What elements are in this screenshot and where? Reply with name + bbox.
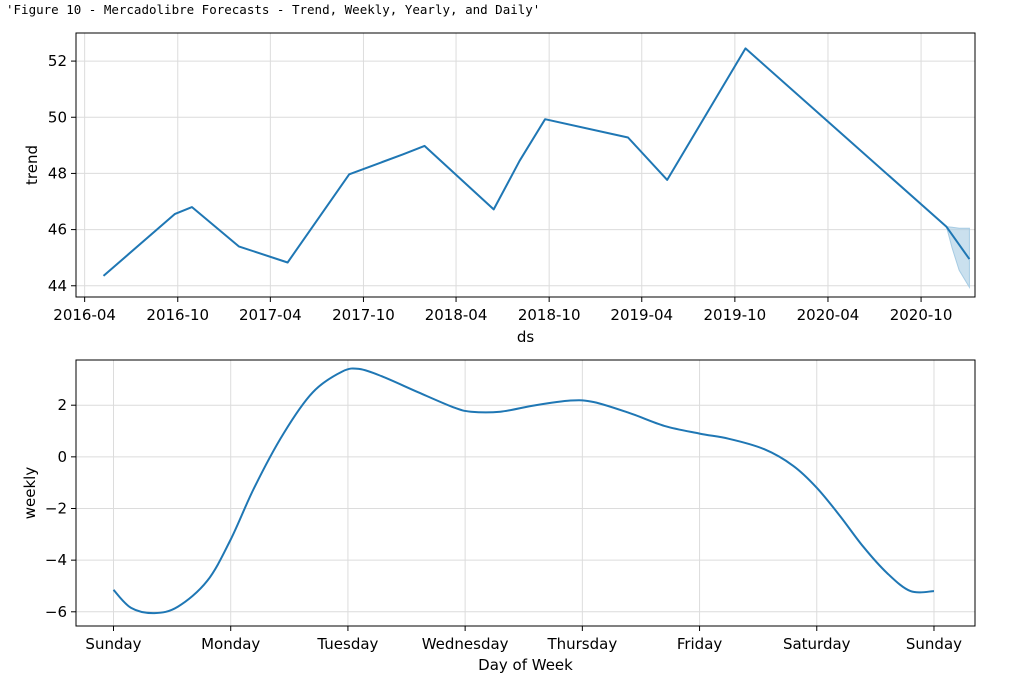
weekly-y-tick-label: 0 — [57, 448, 67, 466]
weekly-x-tick-label: Wednesday — [422, 635, 509, 653]
trend-x-tick-label: 2016-04 — [53, 306, 116, 324]
trend-uncertainty-band — [945, 226, 970, 289]
weekly-y-tick-label: −6 — [45, 603, 67, 621]
trend-y-tick-label: 44 — [48, 277, 67, 295]
weekly-x-axis-label: Day of Week — [478, 656, 573, 674]
weekly-y-tick-label: 2 — [57, 396, 67, 414]
weekly-chart: Sunday Monday Tuesday Wednesday Thursday Frid… — [21, 359, 976, 674]
trend-y-tick-label: 50 — [48, 108, 67, 126]
weekly-x-tick-label: Tuesday — [316, 635, 378, 653]
trend-x-tick-label: 2018-10 — [518, 306, 581, 324]
weekly-y-ticks: −6 −4 −2 0 2 — [45, 396, 76, 621]
trend-x-tick-label: 2019-10 — [704, 306, 767, 324]
trend-x-axis-label: ds — [517, 328, 535, 346]
weekly-x-tick-label: Thursday — [546, 635, 617, 653]
trend-y-tick-label: 52 — [48, 52, 67, 70]
weekly-x-tick-label: Sunday — [906, 635, 962, 653]
trend-x-tick-label: 2017-10 — [332, 306, 395, 324]
trend-y-tick-label: 46 — [48, 221, 67, 239]
weekly-x-tick-label: Monday — [201, 635, 260, 653]
trend-x-tick-label: 2019-04 — [610, 306, 673, 324]
trend-x-ticks: 2016-04 2016-10 2017-04 2017-10 2018-04 2018-… — [53, 297, 952, 324]
trend-x-tick-label: 2020-04 — [797, 306, 860, 324]
weekly-y-tick-label: −4 — [45, 551, 67, 569]
trend-gridlines — [76, 33, 975, 297]
trend-axes-frame — [75, 32, 976, 298]
weekly-x-ticks: Sunday Monday Tuesday Wednesday Thursday Frid… — [85, 626, 962, 653]
trend-series-line — [102, 47, 971, 277]
weekly-x-tick-label: Saturday — [783, 635, 851, 653]
cell-output-text: 'Figure 10 - Mercadolibre Forecasts - Tr… — [6, 2, 541, 17]
trend-x-tick-label: 2016-10 — [146, 306, 209, 324]
weekly-axes-frame — [75, 359, 976, 627]
trend-chart: 2016-04 2016-10 2017-04 2017-10 2018-04 2018-… — [23, 32, 976, 346]
trend-y-ticks: 44 46 48 50 52 — [48, 52, 76, 295]
trend-x-tick-label: 2020-10 — [890, 306, 953, 324]
weekly-x-tick-label: Friday — [677, 635, 723, 653]
weekly-y-tick-label: −2 — [45, 499, 67, 517]
trend-y-tick-label: 48 — [48, 164, 67, 182]
trend-y-axis-label: trend — [23, 145, 41, 185]
trend-x-tick-label: 2017-04 — [239, 306, 302, 324]
weekly-x-tick-label: Sunday — [85, 635, 141, 653]
weekly-series-line — [112, 367, 935, 615]
trend-x-tick-label: 2018-04 — [425, 306, 488, 324]
weekly-gridlines — [76, 360, 975, 626]
weekly-y-axis-label: weekly — [21, 467, 39, 520]
